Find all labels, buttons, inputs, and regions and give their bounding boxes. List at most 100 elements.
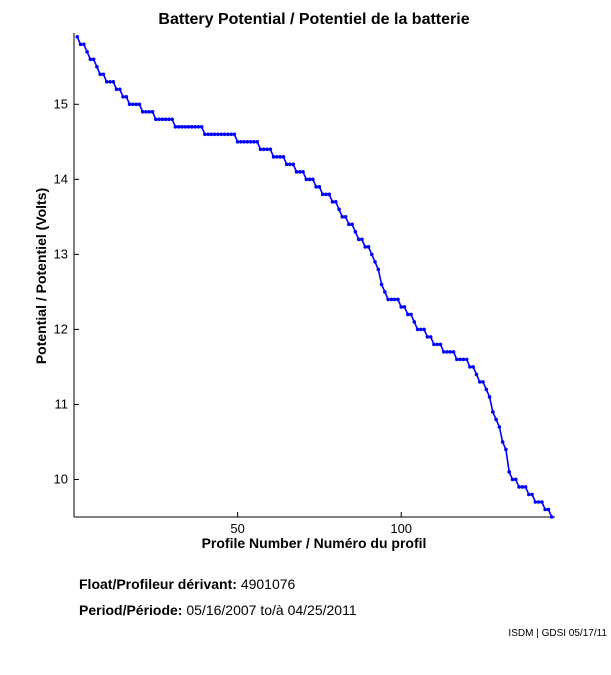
data-point	[180, 124, 184, 129]
data-point	[438, 342, 443, 347]
data-point	[360, 237, 364, 242]
y-axis-label: Potential / Potentiel (Volts)	[33, 188, 49, 364]
data-point	[121, 94, 125, 99]
data-point	[543, 507, 547, 512]
data-point	[108, 79, 112, 84]
data-point	[392, 297, 397, 302]
data-point	[261, 147, 266, 152]
data-point	[379, 282, 384, 287]
data-point	[458, 357, 462, 362]
data-point	[245, 140, 250, 144]
data-point	[147, 109, 152, 114]
data-point	[530, 492, 534, 497]
data-point	[484, 387, 489, 392]
y-tick-label: 14	[54, 171, 68, 186]
data-point	[163, 117, 168, 122]
data-point	[196, 124, 201, 129]
data-point	[340, 215, 345, 219]
data-point	[154, 117, 158, 122]
data-point	[383, 290, 387, 294]
data-point	[199, 124, 204, 129]
data-point	[369, 252, 374, 257]
data-point	[356, 237, 361, 242]
data-point	[281, 155, 286, 159]
data-point	[252, 140, 256, 144]
data-point	[255, 140, 260, 144]
data-point	[160, 117, 165, 122]
y-tick-label: 15	[54, 96, 68, 111]
data-point	[258, 147, 263, 152]
data-point	[409, 312, 413, 317]
data-point	[311, 177, 315, 182]
data-point	[523, 485, 528, 489]
y-tick-label: 13	[54, 246, 68, 261]
data-point	[327, 192, 332, 197]
data-point	[366, 245, 371, 249]
data-point	[412, 320, 417, 324]
data-point	[510, 477, 515, 482]
data-point	[376, 267, 381, 272]
data-point	[111, 79, 116, 84]
data-point	[350, 222, 354, 227]
data-point	[419, 327, 423, 332]
data-point	[170, 117, 174, 122]
data-point	[134, 102, 138, 107]
data-point	[189, 124, 194, 129]
data-point	[353, 230, 358, 234]
period-separator: to/à	[260, 602, 284, 618]
data-point	[173, 124, 178, 129]
data-point	[481, 380, 485, 384]
data-point	[278, 155, 282, 159]
data-point	[127, 102, 132, 107]
data-point	[425, 335, 430, 339]
data-point	[536, 500, 541, 504]
data-point	[75, 34, 80, 39]
data-point	[124, 94, 129, 99]
data-point	[415, 327, 420, 332]
data-point	[137, 102, 142, 107]
data-point	[140, 109, 145, 114]
data-point	[474, 372, 479, 377]
data-point	[78, 42, 83, 47]
data-point	[432, 342, 436, 347]
data-point	[389, 297, 394, 302]
data-point	[533, 500, 538, 504]
data-point	[301, 170, 305, 174]
data-point	[235, 140, 240, 144]
data-point	[82, 42, 86, 47]
x-axis-label: Profile Number / Numéro du profil	[202, 535, 427, 551]
data-point	[307, 177, 312, 182]
data-point	[91, 57, 96, 62]
data-point	[98, 72, 102, 77]
data-point	[265, 147, 269, 152]
data-point	[144, 109, 148, 114]
data-point	[294, 170, 299, 174]
data-point	[304, 177, 309, 182]
ticks: 10 11 12 13 14 15 50 100	[54, 96, 413, 536]
data-point	[520, 485, 525, 489]
data-point	[85, 49, 89, 54]
data-point	[428, 335, 433, 339]
data-point	[150, 109, 155, 114]
data-point	[517, 485, 521, 489]
data-point	[131, 102, 135, 107]
data-point	[297, 170, 302, 174]
data-point	[540, 500, 544, 504]
data-point	[386, 297, 390, 302]
data-point	[242, 140, 246, 144]
data-point	[239, 140, 243, 144]
data-point	[471, 365, 475, 369]
data-point	[183, 124, 188, 129]
data-point	[186, 124, 191, 129]
data-point	[229, 132, 233, 137]
data-point	[324, 192, 328, 197]
data-point	[216, 132, 220, 137]
x-tick-label: 50	[230, 521, 244, 536]
data-point	[291, 162, 296, 167]
period-end: 04/25/2011	[287, 602, 357, 618]
data-point	[402, 305, 407, 309]
data-point	[504, 447, 508, 452]
y-tick-label: 12	[54, 321, 68, 336]
data-point	[219, 132, 224, 137]
data-point	[477, 380, 482, 384]
